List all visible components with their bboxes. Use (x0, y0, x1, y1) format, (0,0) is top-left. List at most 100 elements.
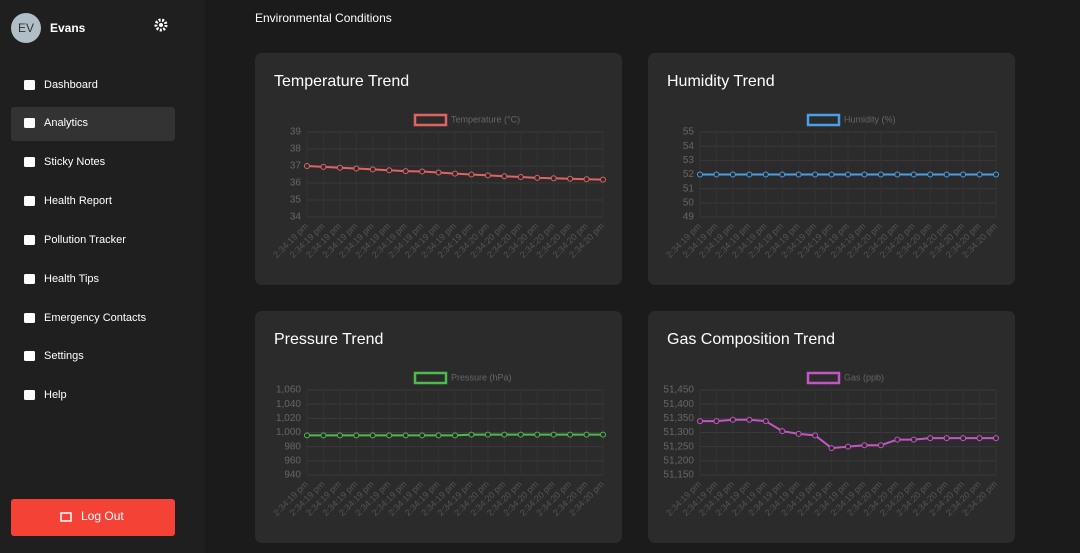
point (729, 416, 736, 423)
point (468, 431, 475, 438)
user-name: Evans (50, 21, 86, 35)
point (746, 171, 753, 178)
y-tick-label: 51,300 (663, 427, 694, 438)
menu-item[interactable]: Emergency Contacts (44, 312, 147, 324)
y-tick-label: 940 (284, 470, 301, 481)
point (894, 436, 901, 443)
y-tick-label: 1,000 (276, 427, 301, 438)
point (927, 435, 934, 442)
y-tick-label: 36 (290, 178, 302, 189)
y-tick-label: 960 (284, 455, 301, 466)
point (993, 171, 999, 178)
y-tick-label: 52 (683, 169, 695, 180)
section-title: Environmental Conditions (255, 11, 392, 25)
menu-item[interactable]: Pollution Tracker (44, 234, 126, 246)
logout-button[interactable] (11, 499, 175, 536)
menu-item[interactable]: Sticky Notes (44, 156, 106, 168)
menu-icon[interactable] (24, 274, 35, 284)
point (567, 431, 574, 438)
point (828, 445, 835, 452)
point (452, 170, 458, 177)
point (845, 171, 851, 178)
y-tick-label: 49 (683, 212, 695, 223)
point (960, 171, 967, 178)
y-tick-label: 34 (290, 212, 302, 223)
gear-icon[interactable] (154, 18, 168, 32)
legend-label[interactable]: Gas (ppb) (844, 372, 884, 382)
point (468, 171, 475, 178)
point (369, 166, 376, 173)
chart-title: Temperature Trend (274, 73, 409, 90)
menu-icon[interactable] (24, 313, 35, 323)
point (861, 442, 868, 449)
point (993, 435, 999, 442)
point (697, 171, 703, 178)
point (976, 171, 983, 178)
point (386, 167, 393, 174)
point (943, 435, 950, 442)
legend-swatch[interactable] (806, 113, 841, 127)
point (583, 176, 590, 183)
gear-core[interactable] (159, 23, 163, 27)
legend-label[interactable]: Temperature (°C) (451, 114, 520, 124)
menu-icon[interactable] (24, 157, 35, 167)
menu-icon[interactable] (24, 196, 35, 206)
menu: Dashboard Analytics Sticky Notes Health Rep… (24, 79, 147, 401)
point (501, 173, 508, 180)
point (517, 174, 524, 181)
menu-item[interactable]: Dashboard (44, 79, 98, 91)
menu-item[interactable]: Settings (44, 350, 84, 362)
theme-toggle[interactable] (154, 18, 168, 32)
point (762, 171, 769, 178)
menu-item[interactable]: Analytics (44, 117, 89, 129)
menu-icon[interactable] (24, 390, 35, 400)
point (746, 416, 753, 423)
point (861, 171, 868, 178)
y-tick-label: 39 (290, 127, 302, 138)
point (795, 430, 802, 437)
point (713, 171, 720, 178)
menu-item[interactable]: Help (44, 389, 67, 401)
point (517, 431, 524, 438)
logout-label[interactable]: Log Out (81, 509, 124, 523)
legend-swatch[interactable] (413, 113, 448, 127)
menu-item[interactable]: Health Report (44, 195, 112, 207)
point (304, 432, 310, 439)
point (927, 171, 934, 178)
point (812, 432, 819, 439)
logout-icon[interactable] (60, 512, 72, 522)
legend-swatch[interactable] (806, 371, 841, 385)
point (600, 431, 606, 438)
point (534, 174, 541, 181)
menu-icon[interactable] (24, 351, 35, 361)
y-tick-label: 55 (683, 127, 695, 138)
point (320, 163, 327, 170)
point (779, 428, 786, 435)
point (353, 165, 360, 172)
point (419, 432, 426, 439)
point (960, 435, 967, 442)
legend-label[interactable]: Pressure (hPa) (451, 372, 512, 382)
legend-label[interactable]: Humidity (%) (844, 114, 896, 124)
point (713, 418, 720, 425)
point (828, 171, 835, 178)
point (550, 175, 557, 182)
menu-icon[interactable] (24, 118, 35, 128)
y-tick-label: 980 (284, 441, 301, 452)
avatar-initials: EV (18, 21, 34, 35)
y-tick-label: 1,020 (276, 413, 301, 424)
legend-swatch[interactable] (413, 371, 448, 385)
point (320, 432, 327, 439)
menu-icon[interactable] (24, 80, 35, 90)
point (336, 164, 343, 171)
menu-item[interactable]: Health Tips (44, 273, 100, 285)
point (729, 171, 736, 178)
y-tick-label: 53 (683, 155, 695, 166)
y-tick-label: 50 (683, 197, 695, 208)
point (894, 171, 901, 178)
point (484, 431, 491, 438)
point (550, 431, 557, 438)
menu-icon[interactable] (24, 235, 35, 245)
